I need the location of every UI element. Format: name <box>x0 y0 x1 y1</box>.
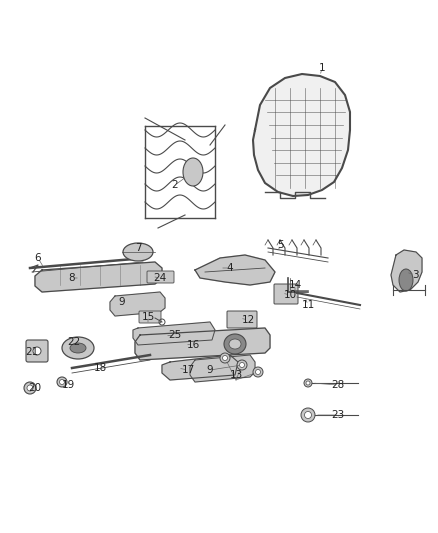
Circle shape <box>240 362 244 367</box>
Text: 16: 16 <box>187 340 200 350</box>
Text: 12: 12 <box>241 315 254 325</box>
Polygon shape <box>253 74 350 196</box>
Text: 17: 17 <box>181 365 194 375</box>
Circle shape <box>60 379 64 384</box>
Circle shape <box>57 377 67 387</box>
Circle shape <box>33 347 41 355</box>
FancyBboxPatch shape <box>147 271 174 283</box>
Text: 11: 11 <box>301 300 314 310</box>
Circle shape <box>223 356 227 360</box>
FancyBboxPatch shape <box>26 340 48 362</box>
Text: 25: 25 <box>168 330 182 340</box>
Text: 8: 8 <box>69 273 75 283</box>
Text: 7: 7 <box>135 243 141 253</box>
Ellipse shape <box>224 334 246 354</box>
Circle shape <box>220 353 230 363</box>
FancyBboxPatch shape <box>227 311 257 328</box>
Ellipse shape <box>70 343 86 353</box>
Ellipse shape <box>62 337 94 359</box>
Text: 20: 20 <box>28 383 42 393</box>
Text: 4: 4 <box>227 263 233 273</box>
Polygon shape <box>391 250 422 292</box>
Circle shape <box>253 367 263 377</box>
Polygon shape <box>162 355 238 380</box>
Text: 14: 14 <box>288 280 302 290</box>
Text: 9: 9 <box>207 365 213 375</box>
Text: 18: 18 <box>93 363 106 373</box>
Polygon shape <box>35 262 162 292</box>
FancyBboxPatch shape <box>139 311 161 323</box>
Text: 6: 6 <box>35 253 41 263</box>
Text: 13: 13 <box>230 370 243 380</box>
Circle shape <box>255 369 261 375</box>
Ellipse shape <box>123 243 153 261</box>
Circle shape <box>304 411 311 418</box>
Polygon shape <box>190 355 255 382</box>
Text: 24: 24 <box>153 273 166 283</box>
Text: 3: 3 <box>412 270 418 280</box>
Text: 9: 9 <box>119 297 125 307</box>
Circle shape <box>27 385 33 391</box>
Polygon shape <box>195 255 275 285</box>
Polygon shape <box>133 322 215 345</box>
Circle shape <box>24 382 36 394</box>
Circle shape <box>306 381 310 385</box>
Text: 28: 28 <box>332 380 345 390</box>
Text: 1: 1 <box>319 63 325 73</box>
Circle shape <box>304 379 312 387</box>
Circle shape <box>301 408 315 422</box>
Text: 10: 10 <box>283 290 297 300</box>
Polygon shape <box>110 292 165 316</box>
Text: 19: 19 <box>61 380 74 390</box>
Text: 15: 15 <box>141 312 155 322</box>
FancyBboxPatch shape <box>274 284 298 304</box>
Text: 5: 5 <box>277 240 283 250</box>
Ellipse shape <box>229 339 241 349</box>
Text: 2: 2 <box>172 180 178 190</box>
Ellipse shape <box>183 158 203 186</box>
Ellipse shape <box>399 269 413 291</box>
Text: 22: 22 <box>67 337 81 347</box>
Polygon shape <box>135 328 270 360</box>
Text: 23: 23 <box>332 410 345 420</box>
Text: 21: 21 <box>25 347 39 357</box>
Circle shape <box>237 360 247 370</box>
